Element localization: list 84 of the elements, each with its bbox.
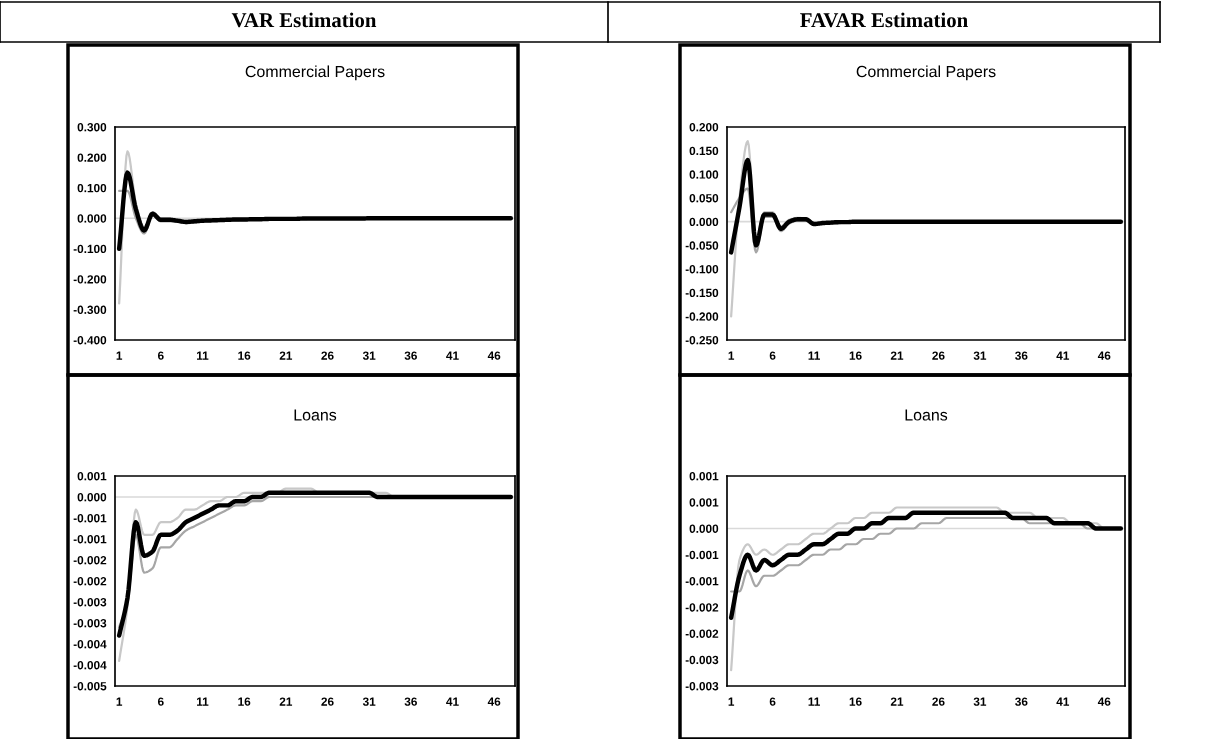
x-tick-label: 1 — [728, 697, 735, 706]
x-tick-label: 16 — [849, 351, 862, 360]
x-tick-label: 21 — [279, 351, 293, 360]
y-tick-label: -0.002 — [73, 556, 107, 565]
y-tick-label: -0.004 — [73, 640, 107, 649]
y-tick-label: -0.300 — [73, 305, 107, 314]
x-tick-label: 46 — [487, 697, 501, 706]
y-tick-label: -0.200 — [685, 312, 719, 321]
x-tick-label: 41 — [1056, 351, 1070, 360]
y-tick-label: -0.001 — [685, 577, 719, 586]
y-tick-label: 0.000 — [689, 217, 719, 227]
x-tick-label: 6 — [157, 351, 164, 360]
x-tick-label: 31 — [973, 351, 987, 360]
x-tick-label: 36 — [1015, 697, 1028, 706]
chart-title: Commercial Papers — [245, 65, 385, 81]
x-tick-label: 11 — [808, 351, 820, 360]
y-tick-label: 0.001 — [77, 472, 107, 481]
chart-title: Loans — [294, 409, 337, 421]
x-tick-label: 6 — [157, 697, 164, 706]
x-tick-label: 46 — [487, 351, 501, 360]
chart-title: Commercial Papers — [856, 65, 996, 81]
x-tick-label: 41 — [1056, 697, 1070, 706]
y-tick-label: 0.000 — [689, 524, 719, 533]
y-tick-label: 0.050 — [689, 194, 719, 203]
y-tick-label: -0.003 — [73, 598, 107, 607]
x-tick-label: 31 — [973, 697, 987, 706]
y-tick-label: -0.250 — [685, 336, 719, 345]
x-tick-label: 21 — [890, 697, 904, 706]
x-tick-label: 16 — [238, 697, 251, 706]
y-tick-label: -0.002 — [685, 603, 719, 612]
x-tick-label: 11 — [197, 351, 209, 360]
x-tick-label: 1 — [728, 351, 735, 360]
x-tick-label: 1 — [116, 351, 123, 360]
y-tick-label: 0.000 — [77, 214, 107, 223]
x-tick-label: 21 — [279, 697, 293, 706]
y-tick-label: -0.001 — [73, 535, 107, 544]
x-tick-label: 6 — [769, 351, 776, 360]
y-tick-label: -0.100 — [73, 244, 107, 254]
x-tick-label: 1 — [116, 697, 123, 706]
x-tick-label: 26 — [932, 351, 945, 360]
chart-title: Loans — [905, 409, 948, 421]
y-tick-label: -0.400 — [73, 336, 107, 345]
x-tick-label: 31 — [362, 351, 376, 360]
x-tick-label: 6 — [769, 697, 776, 706]
y-tick-label: 0.150 — [689, 146, 719, 156]
y-tick-label: -0.003 — [685, 655, 719, 665]
x-tick-label: 41 — [446, 697, 459, 706]
y-tick-label: 0.001 — [689, 472, 719, 481]
y-tick-label: -0.003 — [73, 619, 107, 628]
x-tick-label: 41 — [446, 351, 459, 360]
x-tick-label: 16 — [849, 697, 862, 706]
y-tick-label: -0.005 — [73, 682, 107, 691]
y-tick-label: -0.050 — [685, 241, 719, 250]
y-tick-label: 0.000 — [77, 493, 107, 502]
y-tick-label: 0.100 — [689, 170, 719, 179]
x-tick-label: 11 — [197, 697, 209, 706]
y-tick-label: 0.200 — [689, 123, 719, 132]
x-tick-label: 26 — [932, 697, 945, 706]
x-tick-label: 21 — [890, 351, 904, 360]
x-tick-label: 26 — [321, 351, 334, 360]
y-tick-label: -0.002 — [685, 629, 719, 638]
x-tick-label: 11 — [808, 697, 820, 706]
y-tick-label: -0.004 — [73, 661, 107, 670]
x-tick-label: 36 — [404, 351, 417, 360]
y-tick-label: -0.002 — [73, 577, 107, 586]
x-tick-label: 26 — [321, 697, 334, 706]
y-tick-label: -0.003 — [685, 682, 719, 691]
y-tick-label: -0.150 — [685, 288, 719, 298]
y-tick-label: 0.200 — [77, 153, 107, 162]
y-tick-label: -0.001 — [73, 514, 107, 523]
text: VAR Estimation — [231, 12, 377, 28]
y-tick-label: -0.100 — [685, 265, 719, 274]
x-tick-label: 36 — [404, 697, 417, 706]
text: FAVAR Estimation — [800, 12, 968, 28]
y-tick-label: -0.200 — [73, 275, 107, 284]
x-tick-label: 36 — [1015, 351, 1028, 360]
y-tick-label: -0.001 — [685, 550, 719, 560]
x-tick-label: 46 — [1097, 697, 1111, 706]
x-tick-label: 31 — [362, 697, 376, 706]
x-tick-label: 16 — [238, 351, 251, 360]
y-tick-label: 0.300 — [77, 123, 107, 132]
x-tick-label: 46 — [1097, 351, 1111, 360]
y-tick-label: 0.001 — [689, 498, 719, 507]
y-tick-label: 0.100 — [77, 183, 107, 193]
